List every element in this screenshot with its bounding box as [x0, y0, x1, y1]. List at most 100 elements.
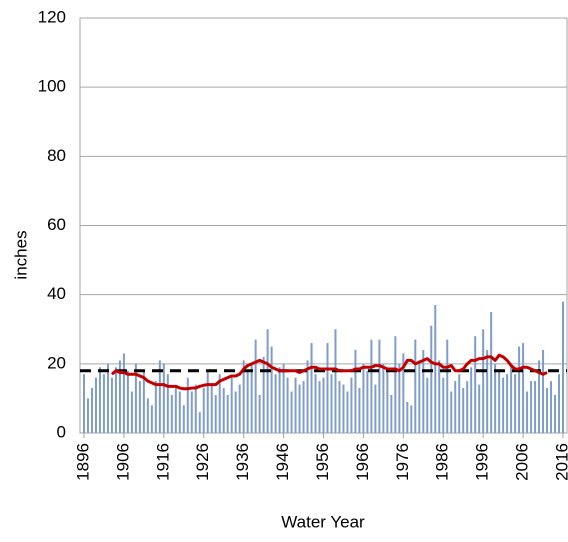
x-tick-label: 1996	[473, 443, 492, 481]
y-tick-label: 20	[47, 353, 66, 372]
bar	[350, 377, 353, 433]
bar	[546, 388, 549, 433]
bar	[510, 367, 513, 433]
bar	[178, 391, 181, 433]
bar	[118, 360, 121, 433]
bar	[470, 367, 473, 433]
bar	[210, 384, 213, 433]
bar	[478, 384, 481, 433]
x-tick-label: 1956	[313, 443, 332, 481]
bar	[390, 394, 393, 433]
bar	[482, 329, 485, 433]
bar	[102, 374, 105, 433]
x-tick-label: 1906	[113, 443, 132, 481]
bar	[398, 363, 401, 433]
bar	[326, 343, 329, 433]
bar	[346, 391, 349, 433]
bar	[222, 388, 225, 433]
bar	[298, 384, 301, 433]
bar	[238, 384, 241, 433]
bar	[322, 377, 325, 433]
y-tick-label: 40	[47, 284, 66, 303]
bar	[310, 343, 313, 433]
bar	[514, 374, 517, 433]
bar	[318, 381, 321, 433]
bar	[286, 377, 289, 433]
bar	[270, 346, 273, 433]
bar	[562, 301, 565, 433]
bar	[402, 353, 405, 433]
bar	[522, 343, 525, 433]
bar	[354, 350, 357, 433]
bar	[146, 398, 149, 433]
bar	[406, 401, 409, 433]
bar	[90, 388, 93, 433]
bar	[554, 394, 557, 433]
bar	[150, 405, 153, 433]
bar	[246, 370, 249, 433]
bar	[506, 374, 509, 433]
bar	[242, 360, 245, 433]
moving-average-line	[110, 353, 548, 391]
bar	[386, 370, 389, 433]
bar	[466, 381, 469, 433]
bar	[130, 391, 133, 433]
bar	[154, 381, 157, 433]
bar	[218, 374, 221, 433]
bar	[526, 391, 529, 433]
y-tick-label: 100	[38, 77, 66, 96]
bar	[174, 388, 177, 433]
bar	[254, 339, 257, 433]
bar	[454, 381, 457, 433]
bar	[110, 377, 113, 433]
bar	[258, 394, 261, 433]
x-tick-label: 1966	[353, 443, 372, 481]
bar	[502, 377, 505, 433]
bar	[530, 381, 533, 433]
bar	[498, 370, 501, 433]
bar	[282, 363, 285, 433]
bar	[194, 384, 197, 433]
bar	[274, 374, 277, 433]
y-axis-label: inches	[11, 230, 30, 279]
bar	[278, 367, 281, 433]
bar	[190, 391, 193, 433]
bar	[226, 394, 229, 433]
bar	[558, 374, 561, 433]
y-tick-label: 60	[47, 215, 66, 234]
bar	[358, 388, 361, 433]
bar	[86, 398, 89, 433]
bar	[418, 360, 421, 433]
bar	[342, 384, 345, 433]
bar	[98, 367, 101, 433]
bar	[378, 339, 381, 433]
bar	[250, 363, 253, 433]
bar	[230, 377, 233, 433]
bar	[186, 377, 189, 433]
y-tick-label: 0	[57, 422, 66, 441]
bar	[458, 374, 461, 433]
y-tick-label: 80	[47, 146, 66, 165]
bar	[410, 405, 413, 433]
x-tick-label: 1916	[153, 443, 172, 481]
bar	[550, 381, 553, 433]
bar	[138, 381, 141, 433]
bar	[434, 305, 437, 433]
bar	[394, 336, 397, 433]
bar	[302, 381, 305, 433]
bar	[294, 377, 297, 433]
x-tick-label: 2016	[552, 443, 568, 481]
bar	[474, 336, 477, 433]
bar	[290, 391, 293, 433]
bar	[262, 356, 265, 433]
bar	[374, 384, 377, 433]
x-tick-label: 1936	[233, 443, 252, 481]
x-tick-label: 1926	[193, 443, 212, 481]
bar	[206, 370, 209, 433]
bar	[362, 363, 365, 433]
bar	[370, 339, 373, 433]
bar	[494, 363, 497, 433]
bar	[198, 412, 201, 433]
bar	[214, 394, 217, 433]
